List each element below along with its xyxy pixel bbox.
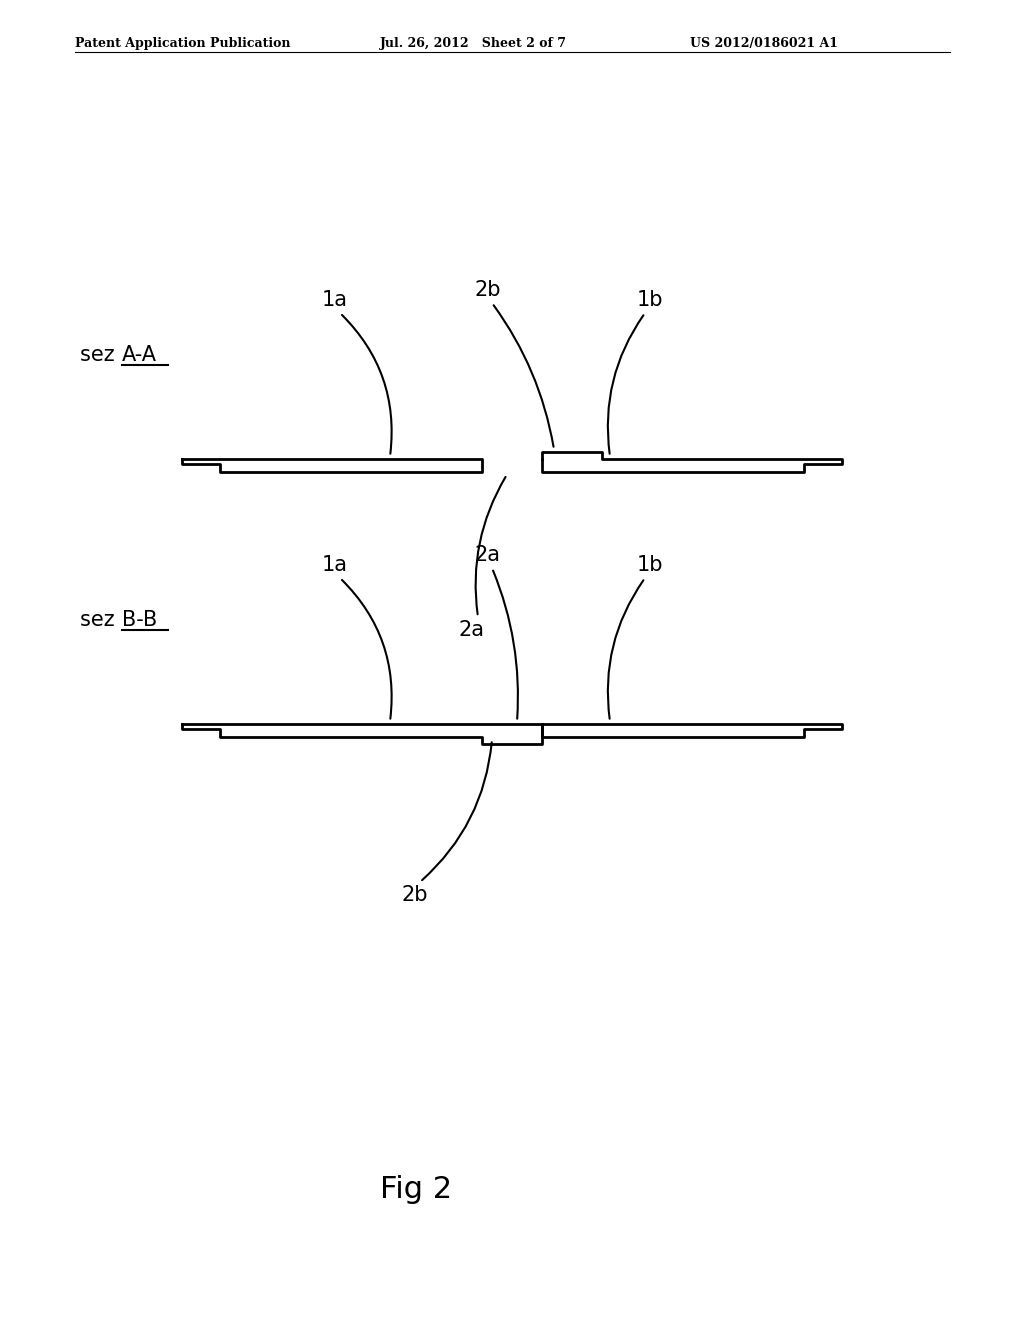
Text: Jul. 26, 2012   Sheet 2 of 7: Jul. 26, 2012 Sheet 2 of 7 — [380, 37, 567, 50]
FancyArrowPatch shape — [342, 579, 391, 719]
Text: 1a: 1a — [322, 290, 348, 310]
FancyArrowPatch shape — [608, 581, 643, 719]
FancyArrowPatch shape — [422, 742, 492, 880]
Text: US 2012/0186021 A1: US 2012/0186021 A1 — [690, 37, 838, 50]
Text: 2b: 2b — [401, 884, 428, 906]
Text: 1b: 1b — [637, 554, 664, 576]
Text: sez: sez — [80, 345, 121, 366]
Polygon shape — [182, 458, 482, 471]
Polygon shape — [542, 723, 842, 737]
Polygon shape — [182, 723, 542, 743]
Text: sez: sez — [80, 610, 121, 630]
FancyArrowPatch shape — [608, 315, 643, 454]
Text: 1a: 1a — [322, 554, 348, 576]
FancyArrowPatch shape — [342, 315, 391, 454]
Text: 2a: 2a — [459, 620, 485, 640]
Text: Fig 2: Fig 2 — [380, 1176, 453, 1204]
Text: 2b: 2b — [475, 280, 502, 300]
Text: 2a: 2a — [475, 545, 501, 565]
FancyArrowPatch shape — [494, 305, 554, 446]
Text: B-B: B-B — [122, 610, 158, 630]
FancyArrowPatch shape — [494, 570, 518, 718]
Polygon shape — [542, 451, 842, 471]
Text: A-A: A-A — [122, 345, 157, 366]
Text: 1b: 1b — [637, 290, 664, 310]
FancyArrowPatch shape — [475, 477, 506, 614]
Text: Patent Application Publication: Patent Application Publication — [75, 37, 291, 50]
